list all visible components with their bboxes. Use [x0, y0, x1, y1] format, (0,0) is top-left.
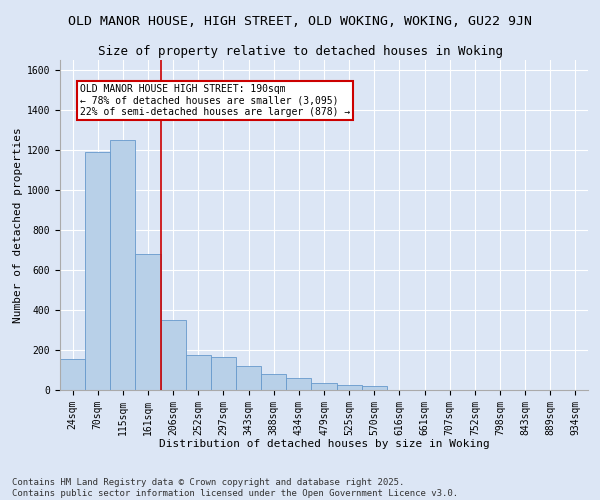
Bar: [60, 359, 85, 390]
Bar: [211, 357, 236, 390]
Text: Size of property relative to detached houses in Woking: Size of property relative to detached ho…: [97, 45, 503, 58]
Bar: [236, 366, 261, 390]
X-axis label: Distribution of detached houses by size in Woking: Distribution of detached houses by size …: [158, 439, 490, 449]
Bar: [136, 254, 161, 390]
Bar: [110, 140, 136, 390]
Bar: [337, 385, 362, 390]
Y-axis label: Number of detached properties: Number of detached properties: [13, 127, 23, 323]
Text: OLD MANOR HOUSE, HIGH STREET, OLD WOKING, WOKING, GU22 9JN: OLD MANOR HOUSE, HIGH STREET, OLD WOKING…: [68, 15, 532, 28]
Bar: [85, 152, 110, 390]
Text: OLD MANOR HOUSE HIGH STREET: 190sqm
← 78% of detached houses are smaller (3,095): OLD MANOR HOUSE HIGH STREET: 190sqm ← 78…: [80, 84, 350, 117]
Text: Contains HM Land Registry data © Crown copyright and database right 2025.
Contai: Contains HM Land Registry data © Crown c…: [12, 478, 458, 498]
Bar: [186, 355, 211, 390]
Bar: [161, 320, 186, 390]
Bar: [362, 386, 387, 390]
Bar: [311, 383, 337, 390]
Bar: [261, 374, 286, 390]
Bar: [286, 378, 311, 390]
